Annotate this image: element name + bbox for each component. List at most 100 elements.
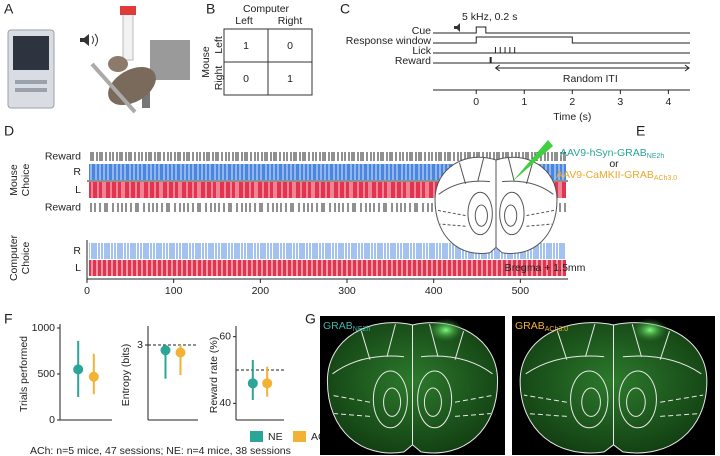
row-label: Reward bbox=[395, 55, 431, 67]
brain-layer bbox=[507, 157, 534, 184]
y-tick-label: 40 bbox=[219, 397, 231, 409]
footnote: ACh: n=5 mice, 47 sessions; NE: n=4 mice… bbox=[30, 445, 291, 456]
brain-layer bbox=[526, 209, 555, 227]
row-title: Computer bbox=[8, 234, 20, 281]
panel-label: A bbox=[4, 1, 14, 17]
brain-region bbox=[618, 370, 657, 429]
lick-tube bbox=[122, 13, 134, 61]
row-label: R bbox=[73, 245, 81, 257]
legend-swatch bbox=[293, 431, 306, 442]
y-axis-title: Entropy (bits) bbox=[120, 344, 132, 406]
iti-label: Random ITI bbox=[563, 73, 618, 85]
brain-layer bbox=[556, 323, 596, 360]
ach-construct-main: AAV9-CaMKII-GRAB bbox=[556, 169, 654, 181]
row-label: Response window bbox=[346, 35, 432, 47]
brain-region bbox=[626, 387, 646, 417]
y-tick-label: 1000 bbox=[32, 322, 56, 334]
brain-region bbox=[372, 370, 408, 429]
fluorescence-hotspot bbox=[427, 318, 464, 342]
image-label-main: GRAB bbox=[515, 320, 545, 332]
mean-point bbox=[73, 364, 84, 375]
cue-note: 5 kHz, 0.2 s bbox=[462, 11, 517, 23]
y-tick-label: 60 bbox=[219, 330, 231, 342]
y-tick-label: 3 bbox=[137, 339, 143, 351]
col-label: Right bbox=[278, 15, 303, 27]
speaker-icon bbox=[454, 23, 460, 32]
brain-layer bbox=[360, 323, 396, 360]
brain-layer bbox=[622, 355, 702, 375]
computer-slot bbox=[15, 80, 47, 84]
x-tick-label: 1 bbox=[521, 96, 527, 108]
legend-swatch bbox=[250, 431, 263, 442]
row-label: L bbox=[75, 184, 81, 196]
brain-layer bbox=[438, 180, 490, 195]
wheel-rod bbox=[90, 62, 137, 114]
brain-region bbox=[423, 387, 442, 417]
panel-label: B bbox=[206, 1, 215, 17]
brain-layer bbox=[523, 394, 567, 417]
brain-region bbox=[504, 204, 518, 227]
legend-label: NE bbox=[268, 431, 283, 443]
row-label: Reward bbox=[45, 150, 81, 162]
brain-region bbox=[383, 387, 402, 417]
x-tick-label: 3 bbox=[617, 96, 623, 108]
mean-point bbox=[160, 345, 171, 356]
col-title: Computer bbox=[243, 3, 290, 15]
panel-label: G bbox=[305, 311, 316, 327]
brain-layer bbox=[458, 157, 485, 184]
iti-arrow bbox=[494, 64, 690, 72]
speaker-icon bbox=[80, 34, 89, 46]
sound-wave bbox=[91, 33, 98, 47]
x-tick-label: 2 bbox=[569, 96, 575, 108]
image-label: GRABACh3.0 bbox=[515, 320, 568, 334]
row-label: L bbox=[75, 262, 81, 274]
panel-label: F bbox=[4, 311, 13, 327]
brain-layer bbox=[437, 209, 466, 227]
x-tick-label: 0 bbox=[473, 96, 479, 108]
brain-layer bbox=[660, 394, 704, 417]
row-title: Choice bbox=[20, 163, 32, 196]
matrix-cell: 1 bbox=[243, 40, 249, 52]
x-tick-label: 500 bbox=[512, 285, 530, 297]
mean-point bbox=[175, 347, 186, 358]
row-label: Cue bbox=[412, 25, 431, 37]
raster-row bbox=[89, 152, 566, 161]
image-label-sub: ACh3.0 bbox=[545, 326, 568, 333]
raster-row bbox=[89, 203, 566, 212]
matrix-cell: 0 bbox=[287, 40, 293, 52]
bregma-label: Bregma + 1.5mm bbox=[505, 262, 586, 274]
ne-construct-sub: NE2h bbox=[647, 153, 665, 160]
image-label: GRABNE2h bbox=[323, 320, 370, 334]
brain-region bbox=[467, 191, 493, 236]
row-title: Choice bbox=[20, 241, 32, 274]
x-tick-label: 4 bbox=[665, 96, 671, 108]
ne-construct-main: AAV9-hSyn-GRAB bbox=[560, 147, 647, 159]
row-title: Mouse bbox=[8, 164, 20, 196]
tube-cap bbox=[120, 6, 136, 15]
image-label-main: GRAB bbox=[323, 320, 353, 332]
injection-needle bbox=[512, 140, 553, 182]
x-tick-label: 300 bbox=[338, 285, 356, 297]
row-title: Mouse bbox=[200, 46, 212, 78]
computer-slot bbox=[15, 88, 47, 92]
brain-region bbox=[499, 191, 525, 236]
holder-block bbox=[150, 40, 190, 80]
row-label: R bbox=[73, 166, 81, 178]
x-tick-label: 200 bbox=[252, 285, 270, 297]
x-axis-title: Time (s) bbox=[553, 111, 591, 123]
col-label: Left bbox=[235, 15, 253, 27]
matrix-cell: 1 bbox=[287, 73, 293, 85]
mean-point bbox=[262, 378, 273, 389]
brain-layer bbox=[502, 180, 554, 195]
raster-row bbox=[89, 243, 566, 259]
x-tick-label: 400 bbox=[425, 285, 443, 297]
raster-row bbox=[89, 260, 566, 276]
panel-label: E bbox=[636, 123, 645, 139]
brain-layer bbox=[332, 355, 405, 375]
matrix-cell: 0 bbox=[243, 73, 249, 85]
row-label: Lick bbox=[412, 45, 431, 57]
x-tick-label: 100 bbox=[165, 285, 183, 297]
brain-region bbox=[474, 204, 488, 227]
